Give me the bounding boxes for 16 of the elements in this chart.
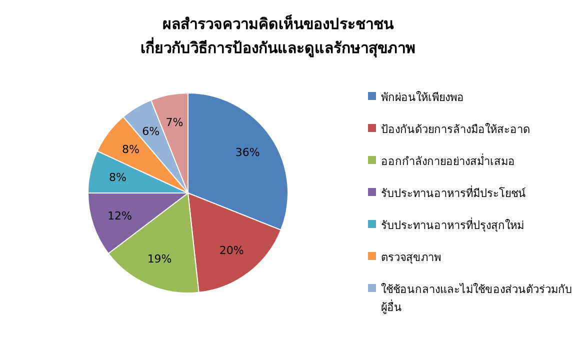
data-label: 8% [122, 142, 140, 156]
legend-label: รับประทานอาหารที่มีประโยชน์ [381, 184, 526, 202]
legend-label: รับประทานอาหารที่ปรุงสุกใหม่ [381, 216, 524, 234]
data-label: 36% [235, 146, 260, 160]
data-label: 6% [142, 124, 160, 138]
data-label: 7% [166, 116, 184, 129]
legend-label: ตรวจสุขภาพ [381, 250, 441, 266]
legend-label: พักผ่อนให้เพียงพอ [381, 90, 464, 106]
legend-label: ป้องกันด้วยการล้างมือให้สะอาด [381, 122, 530, 138]
legend-label: ใช้ช้อนกลางและไม่ใช้ของส่วนตัวร่วมกับผู้อื่น [381, 282, 573, 316]
data-label: 8% [108, 171, 126, 184]
data-label: 20% [219, 244, 244, 257]
data-label: 19% [147, 252, 172, 266]
data-label: 12% [108, 209, 132, 222]
legend-label: ออกกำลังกายอย่างสม่ำเสมอ [381, 152, 515, 170]
chart-title: ผลสำรวจความคิดเห็นของประชาชน เกี่ยวกับวิธีการป้องกันและดูแลรักษาสุขภาพ [140, 14, 416, 60]
